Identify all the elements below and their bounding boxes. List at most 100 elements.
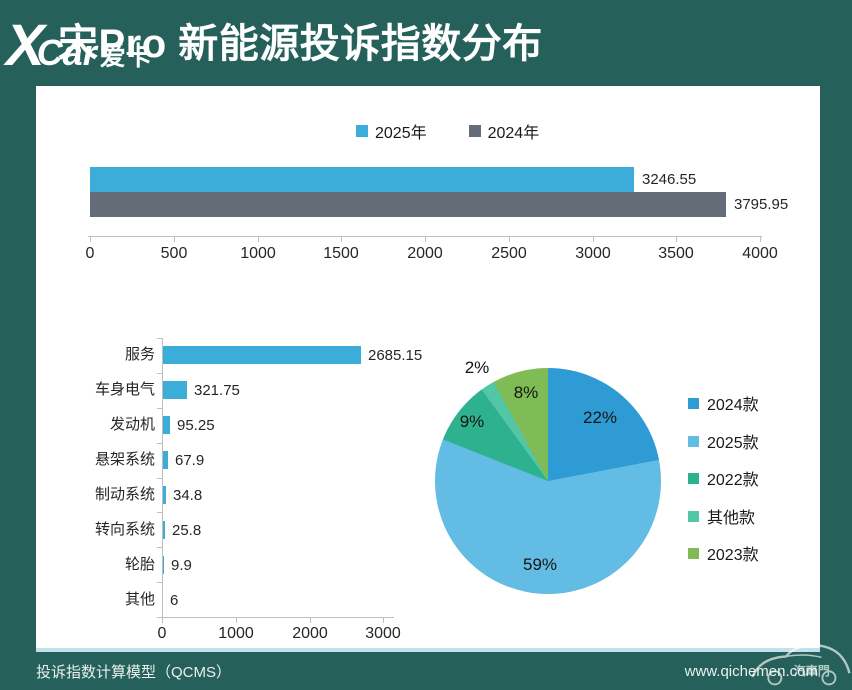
top-x-tick-label: 4000 <box>742 245 778 262</box>
bottom-x-tick-label: 0 <box>157 625 167 642</box>
category-label-发动机: 发动机 <box>109 416 155 433</box>
legend-label: 2025年 <box>375 125 427 142</box>
qichemen-car-text: 汽車門 <box>793 663 829 678</box>
xcar-logo-car: Car <box>36 32 97 73</box>
pie-legend-item-2024款: 2024款 <box>688 391 759 415</box>
pie-legend-swatch <box>688 510 699 522</box>
bottom-x-axis <box>158 617 394 618</box>
category-value-label: 2685.15 <box>368 346 423 364</box>
category-value-label: 34.8 <box>173 486 203 504</box>
pie-legend-item-2025款: 2025款 <box>688 429 759 453</box>
bottom-y-tick <box>157 512 162 513</box>
top-x-tick <box>90 236 91 242</box>
category-value-label: 321.75 <box>194 381 240 399</box>
xcar-logo-x: X <box>6 13 45 78</box>
pie-legend-swatch <box>688 397 699 409</box>
bottom-y-tick <box>157 338 162 339</box>
pie-legend-label: 2024款 <box>707 397 759 414</box>
top-x-tick-label: 3000 <box>575 245 611 262</box>
category-value-label: 95.25 <box>177 416 215 434</box>
top-x-tick-label: 2500 <box>491 245 527 262</box>
bar-value-label: 3795.95 <box>734 196 789 213</box>
category-bar-转向系统 <box>163 521 165 539</box>
bar-2025年 <box>90 167 634 192</box>
bottom-y-tick <box>157 478 162 479</box>
bottom-x-tick <box>383 617 384 623</box>
top-x-tick-label: 1500 <box>323 245 359 262</box>
bottom-y-axis <box>162 338 163 617</box>
category-value-label: 25.8 <box>172 521 202 539</box>
top-x-tick <box>593 236 594 242</box>
bar-2024年 <box>90 192 726 217</box>
bottom-y-tick <box>157 547 162 548</box>
category-bar-悬架系统 <box>163 451 168 469</box>
bottom-x-tick <box>162 617 163 623</box>
bottom-x-tick-label: 3000 <box>365 625 401 642</box>
pie-circle <box>435 368 661 594</box>
pie-legend-label: 2025款 <box>707 435 759 452</box>
top-x-tick <box>174 236 175 242</box>
pie-legend-item-2023款: 2023款 <box>688 541 759 565</box>
category-bar-轮胎 <box>163 556 164 574</box>
top-x-tick <box>341 236 342 242</box>
panel-bottom-accent <box>36 648 820 652</box>
bottom-x-tick-label: 2000 <box>292 625 328 642</box>
top-x-tick <box>425 236 426 242</box>
top-x-tick-label: 1000 <box>240 245 276 262</box>
pie-legend-swatch <box>688 435 699 447</box>
top-x-tick <box>509 236 510 242</box>
category-value-label: 67.9 <box>175 451 205 469</box>
category-bar-制动系统 <box>163 486 166 504</box>
footer-model-label: 投诉指数计算模型（QCMS） <box>36 663 232 681</box>
category-label-服务: 服务 <box>124 346 155 363</box>
bottom-y-tick <box>157 582 162 583</box>
bottom-x-tick-label: 1000 <box>218 625 254 642</box>
category-bar-发动机 <box>163 416 170 434</box>
legend-item-2025年: 2025年 <box>356 119 427 143</box>
xcar-logo-cn: 爱卡 <box>99 41 152 71</box>
top-x-tick-label: 2000 <box>407 245 443 262</box>
pie-legend-swatch <box>688 547 699 559</box>
category-value-label: 6 <box>170 591 179 609</box>
footer: 投诉指数计算模型（QCMS） www.qichemen.com <box>0 652 852 690</box>
bottom-y-tick <box>157 373 162 374</box>
category-bar-车身电气 <box>163 381 187 399</box>
legend-item-2024年: 2024年 <box>468 119 540 143</box>
category-label-其他: 其他 <box>124 591 155 608</box>
top-chart-legend: 2025年 2024年 <box>356 119 539 143</box>
category-bar-服务 <box>163 346 361 364</box>
bottom-x-tick <box>310 617 311 623</box>
page-title: 宋Pro 新能源投诉指数分布 <box>58 22 543 66</box>
top-x-tick-label: 0 <box>85 245 95 262</box>
legend-swatch <box>356 125 368 137</box>
top-x-tick-label: 500 <box>160 245 188 262</box>
pie-percent-2025款: 59% <box>522 555 558 574</box>
pie-percent-2023款: 8% <box>513 383 539 402</box>
category-label-转向系统: 转向系统 <box>94 521 155 538</box>
category-label-制动系统: 制动系统 <box>94 486 155 503</box>
pie-percent-2024款: 22% <box>582 408 618 427</box>
category-label-车身电气: 车身电气 <box>94 381 155 398</box>
legend-label: 2024年 <box>487 125 540 142</box>
pie-legend-item-其他款: 其他款 <box>688 504 755 528</box>
top-x-tick <box>258 236 259 242</box>
pie-legend-label: 2023款 <box>707 547 759 564</box>
top-x-tick-label: 3500 <box>658 245 694 262</box>
bottom-x-tick <box>236 617 237 623</box>
category-value-label: 9.9 <box>171 556 192 574</box>
footer-site-url: www.qichemen.com <box>684 662 818 680</box>
pie-legend-label: 2022款 <box>707 472 759 489</box>
pie-percent-其他款: 2% <box>464 358 490 377</box>
xcar-logo-watermark: X Car 爱卡 <box>6 14 152 78</box>
category-label-轮胎: 轮胎 <box>124 556 155 573</box>
bar-value-label: 3246.55 <box>642 171 697 188</box>
pie-legend-label: 其他款 <box>707 510 756 527</box>
pie-legend-item-2022款: 2022款 <box>688 466 759 490</box>
pie-legend-swatch <box>688 472 699 484</box>
top-x-tick <box>760 236 761 242</box>
bottom-y-tick <box>157 443 162 444</box>
bottom-y-tick <box>157 408 162 409</box>
category-label-悬架系统: 悬架系统 <box>94 451 155 468</box>
pie-percent-2022款: 9% <box>459 412 485 431</box>
